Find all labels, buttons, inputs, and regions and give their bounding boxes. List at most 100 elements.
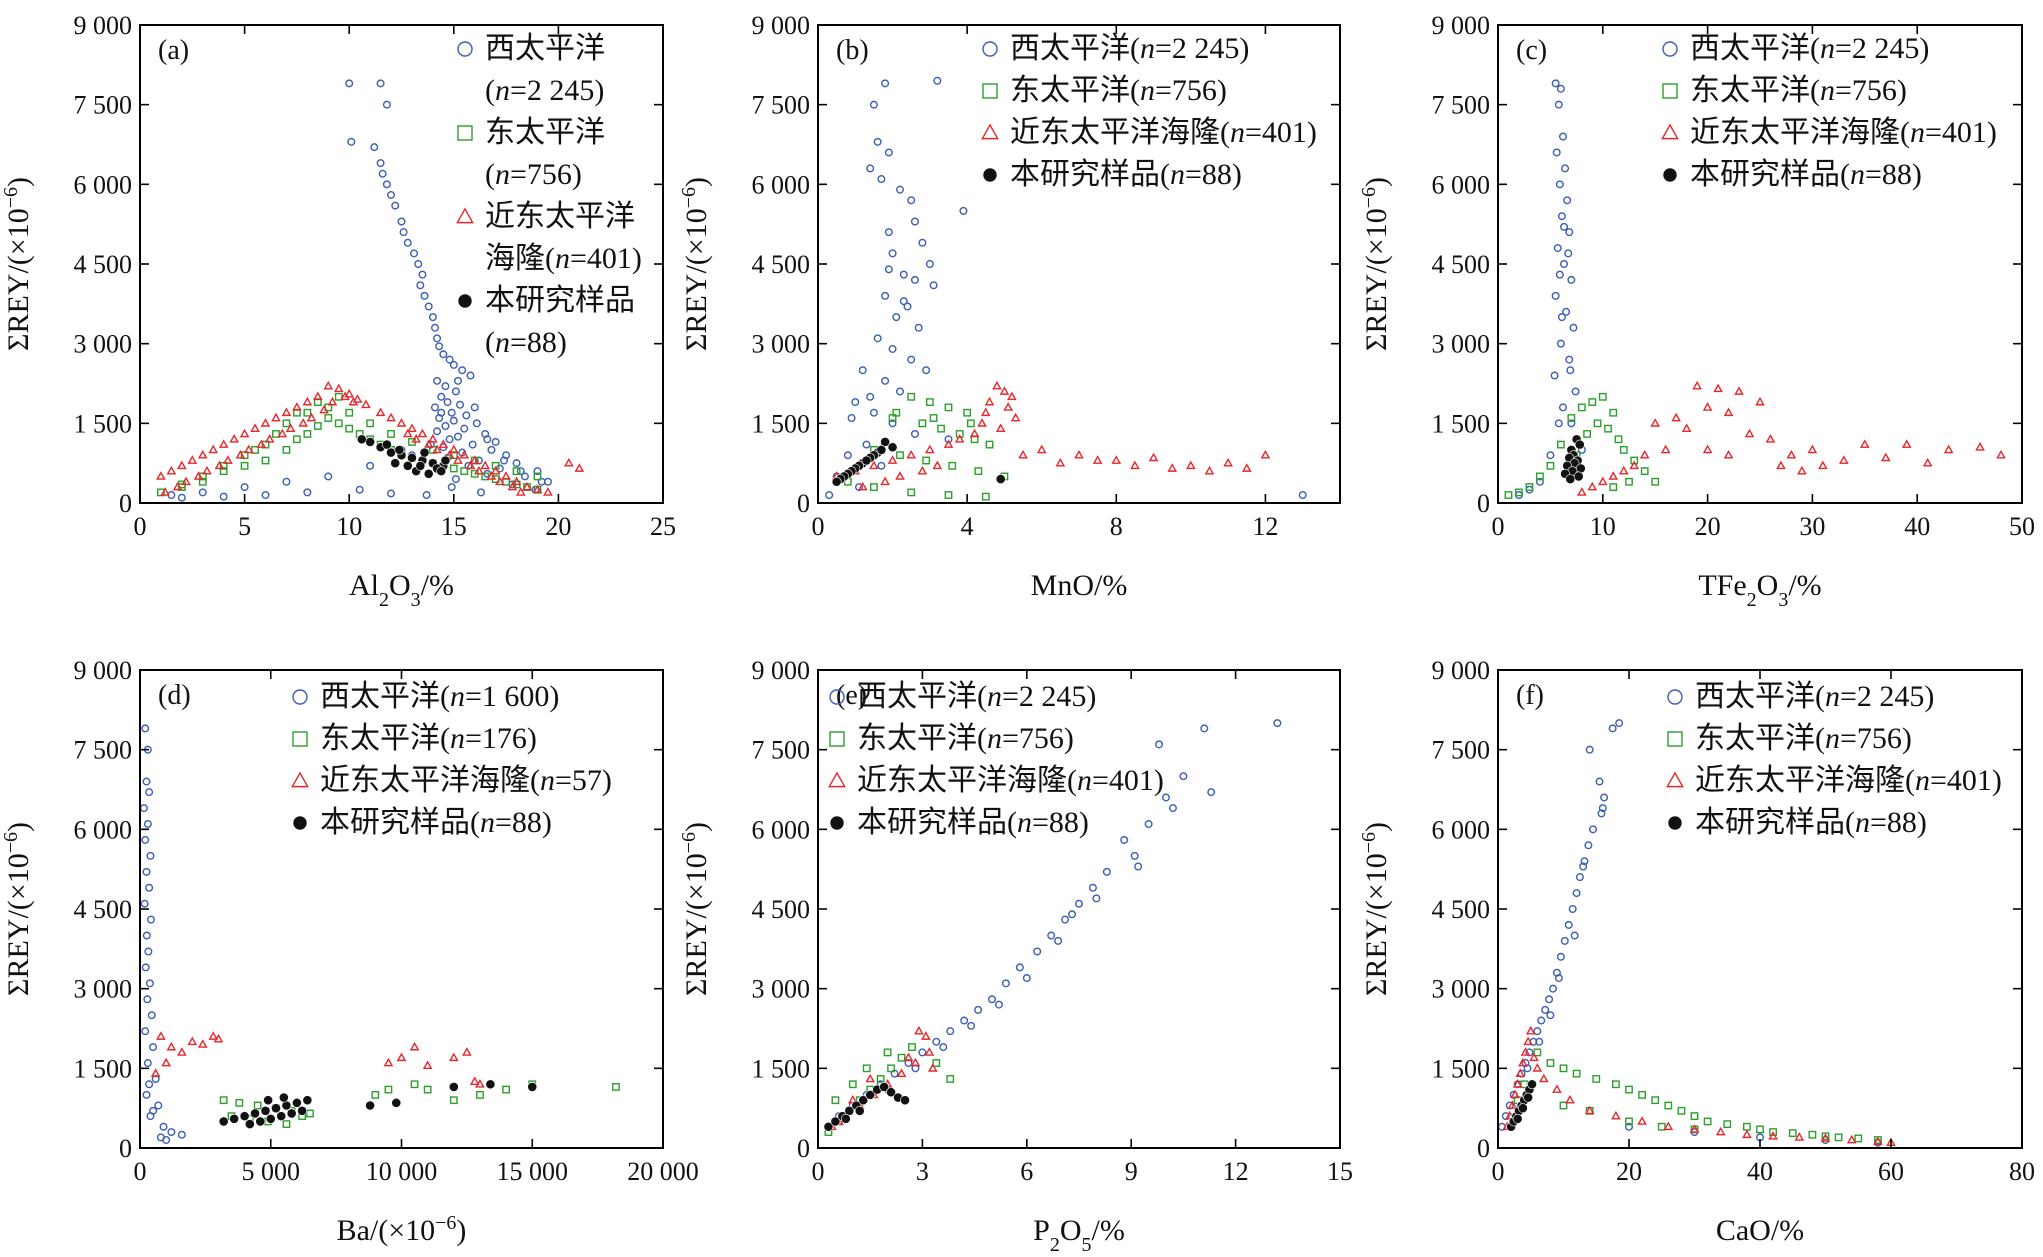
data-point [922, 456, 931, 465]
panel-a: 0 5 10 15 20 25 0 1 500 3 000 4 500 6 000 7 500 9 00… [0, 11, 676, 611]
data-point [1546, 1059, 1555, 1067]
data-point [1510, 1089, 1520, 1099]
data-point [291, 1097, 302, 1108]
data-point [437, 392, 446, 401]
data-point [402, 428, 413, 438]
y-tick-label: 1 500 [1432, 1054, 1491, 1083]
x-tick-label: 12 [1252, 512, 1278, 541]
legend-label: 本研究样品(n=88) [1010, 158, 1242, 191]
data-point [1061, 915, 1070, 924]
data-point [1808, 1130, 1817, 1139]
data-point [449, 464, 458, 473]
data-point [1584, 841, 1593, 850]
data-point [285, 423, 296, 433]
data-point [1068, 910, 1077, 919]
data-point [1564, 920, 1573, 929]
data-point [880, 437, 891, 447]
data-point [876, 1075, 885, 1083]
data-point [831, 1096, 840, 1105]
y-tick-label: 4 500 [752, 250, 811, 279]
data-point [445, 435, 454, 444]
data-point [925, 398, 934, 406]
data-point [858, 366, 867, 375]
data-point [140, 899, 149, 908]
data-point [235, 449, 246, 459]
data-point [156, 471, 166, 480]
data-point [376, 79, 385, 88]
data-point [995, 474, 1006, 484]
y-tick-label: 7 500 [1432, 91, 1491, 120]
data-point [160, 487, 170, 496]
data-point [899, 297, 908, 306]
data-point [386, 412, 396, 422]
data-point [422, 1060, 433, 1070]
legend-marker-dot [1662, 167, 1678, 183]
legend-marker-dot [982, 167, 998, 183]
data-point [1560, 260, 1569, 269]
data-point [888, 419, 897, 428]
data-point [239, 428, 250, 438]
data-point [858, 1095, 869, 1106]
data-point [1692, 380, 1702, 390]
data-point [208, 1031, 219, 1040]
data-point [271, 1103, 281, 1114]
data-point [877, 461, 886, 470]
data-point [146, 915, 155, 924]
data-point [1512, 1113, 1523, 1124]
data-point [880, 476, 890, 486]
legend-label: (n=88) [485, 326, 567, 359]
data-point [1663, 1121, 1674, 1131]
data-point [520, 472, 529, 481]
data-point [948, 461, 957, 470]
data-point [908, 1043, 916, 1051]
data-point [345, 408, 354, 417]
data-point [1003, 402, 1013, 411]
legend-a: 西太平洋 (n=2 245) 东太平洋 (n=756) 近东太平洋海隆(n=401) 本研… [456, 32, 642, 359]
data-point [410, 1080, 419, 1089]
data-point [1625, 1085, 1633, 1094]
data-point [1047, 931, 1056, 940]
data-point [260, 418, 271, 427]
y-tick-label: 3 000 [74, 975, 133, 1004]
data-point [240, 461, 249, 470]
data-point [1120, 835, 1129, 844]
data-point [955, 430, 964, 438]
data-point [1558, 132, 1567, 141]
data-point [394, 444, 405, 455]
data-point [873, 334, 882, 343]
data-point [1562, 307, 1571, 316]
data-point [437, 408, 446, 417]
data-point [1577, 403, 1586, 412]
data-point [1570, 931, 1579, 940]
data-point [823, 1121, 834, 1132]
data-point [302, 396, 313, 406]
x-tick-label: 20 [1616, 1157, 1642, 1186]
data-point [1715, 1126, 1726, 1136]
data-point [352, 394, 363, 403]
panel-b: 0 4 8 12 0 1 500 3 000 4 500 6 000 7 500 9 000 MnO/… [678, 11, 1341, 602]
data-point [156, 1031, 166, 1040]
data-point [282, 1120, 291, 1129]
legend-marker-circle [1667, 689, 1683, 705]
data-point [150, 1068, 161, 1078]
data-point [1529, 1052, 1539, 1062]
data-point [925, 260, 934, 269]
x-tick-label: 50 [2009, 512, 2035, 541]
points-e [823, 719, 1282, 1136]
data-point [1018, 449, 1028, 459]
data-point [423, 439, 434, 448]
data-point [862, 1064, 871, 1073]
data-point [476, 488, 485, 497]
data-point [449, 1096, 458, 1105]
data-point [888, 249, 897, 258]
points-d [139, 724, 620, 1145]
data-point [1579, 862, 1588, 871]
data-point [1545, 995, 1554, 1004]
data-point [932, 1037, 941, 1046]
data-point [1088, 883, 1097, 892]
legend-label: 近东太平洋海隆(n=401) [857, 764, 1164, 797]
data-point [1595, 777, 1604, 786]
data-point [977, 418, 987, 427]
y-tick-label: 0 [119, 489, 132, 518]
data-point [149, 1043, 158, 1052]
